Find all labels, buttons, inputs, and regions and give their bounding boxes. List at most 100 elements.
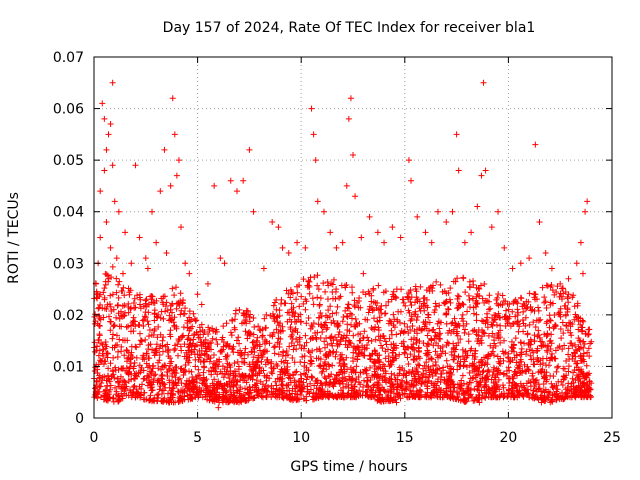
data-point	[333, 371, 340, 378]
data-point	[169, 95, 176, 102]
data-point	[378, 342, 385, 349]
data-point	[251, 323, 258, 330]
data-point	[312, 157, 319, 164]
data-point	[178, 224, 185, 231]
data-point	[275, 224, 282, 231]
data-point	[489, 348, 496, 355]
data-point	[571, 350, 578, 357]
data-point	[345, 384, 352, 391]
data-point	[367, 356, 374, 363]
data-point	[522, 387, 529, 394]
data-point	[125, 370, 132, 377]
data-point	[382, 368, 389, 375]
data-point	[349, 354, 356, 361]
data-point	[118, 323, 125, 330]
data-point	[434, 366, 441, 373]
data-point	[357, 304, 364, 311]
data-point	[443, 357, 450, 364]
data-point	[156, 345, 163, 352]
data-point	[467, 347, 474, 354]
data-point	[432, 332, 439, 339]
data-point	[368, 337, 375, 344]
data-point	[412, 308, 419, 315]
data-point	[202, 345, 209, 352]
data-point	[407, 287, 414, 294]
data-point	[437, 386, 444, 393]
data-point	[518, 349, 525, 356]
data-point	[163, 249, 170, 256]
data-point	[100, 352, 107, 359]
data-point	[337, 362, 344, 369]
data-point	[185, 384, 192, 391]
data-point	[118, 308, 125, 315]
data-point	[419, 326, 426, 333]
data-point	[194, 390, 201, 397]
data-point	[315, 390, 322, 397]
data-point	[365, 309, 372, 316]
data-point	[270, 302, 277, 309]
data-point	[400, 338, 407, 345]
data-point	[315, 314, 322, 321]
data-point	[479, 333, 486, 340]
data-point	[193, 379, 200, 386]
data-point	[543, 282, 550, 289]
data-point	[414, 313, 421, 320]
data-point	[119, 302, 126, 309]
data-point	[426, 284, 433, 291]
data-point	[166, 384, 173, 391]
data-point	[483, 387, 490, 394]
data-point	[235, 363, 242, 370]
data-point	[557, 313, 564, 320]
data-point	[279, 244, 286, 251]
data-point	[495, 208, 502, 215]
data-point	[158, 308, 165, 315]
data-point	[495, 367, 502, 374]
data-point	[577, 239, 584, 246]
data-point	[320, 280, 327, 287]
data-point	[136, 383, 143, 390]
data-point	[156, 386, 163, 393]
data-point	[476, 292, 483, 299]
data-point	[508, 390, 515, 397]
data-point	[499, 348, 506, 355]
data-point	[118, 287, 125, 294]
data-point	[113, 289, 120, 296]
data-point	[428, 356, 435, 363]
data-point	[233, 188, 240, 195]
data-point	[130, 384, 137, 391]
data-point	[484, 324, 491, 331]
data-point	[360, 383, 367, 390]
data-point	[555, 363, 562, 370]
data-point	[351, 303, 358, 310]
data-point	[536, 385, 543, 392]
data-point	[572, 353, 579, 360]
data-point	[153, 341, 160, 348]
data-point	[516, 369, 523, 376]
data-point	[237, 352, 244, 359]
data-point	[366, 213, 373, 220]
data-point	[397, 234, 404, 241]
data-point	[224, 364, 231, 371]
data-point	[261, 315, 268, 322]
data-point	[565, 380, 572, 387]
data-point	[125, 378, 132, 385]
data-point	[101, 285, 108, 292]
data-point	[155, 323, 162, 330]
data-point	[173, 305, 180, 312]
data-point	[148, 398, 155, 405]
data-point	[222, 394, 229, 401]
data-point	[557, 326, 564, 333]
data-point	[254, 392, 261, 399]
data-point	[136, 330, 143, 337]
data-point	[512, 335, 519, 342]
data-point	[314, 294, 321, 301]
data-point	[532, 141, 539, 148]
y-tick-label: 0.02	[53, 308, 84, 324]
data-point	[346, 373, 353, 380]
data-point	[249, 349, 256, 356]
data-point	[223, 342, 230, 349]
data-point	[571, 390, 578, 397]
data-point	[134, 390, 141, 397]
data-point	[130, 299, 137, 306]
data-point	[432, 348, 439, 355]
